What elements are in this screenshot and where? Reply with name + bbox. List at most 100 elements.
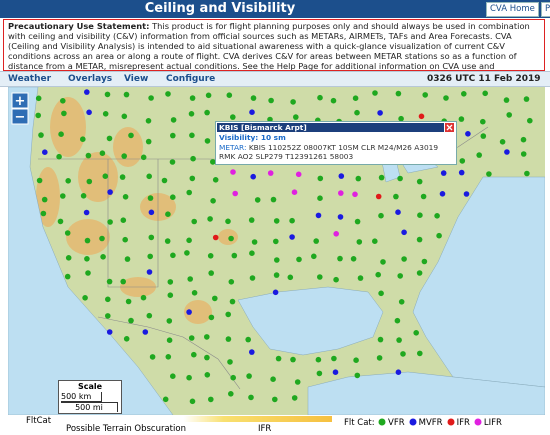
station-dot	[527, 117, 533, 124]
metar-label: METAR:	[219, 143, 247, 152]
station-dot	[165, 91, 171, 97]
station-dot	[57, 218, 64, 225]
station-dot	[316, 370, 323, 377]
station-dot	[225, 336, 232, 342]
station-dot	[401, 229, 407, 236]
station-dot	[272, 289, 279, 296]
station-dot	[520, 136, 527, 143]
border	[97, 316, 241, 390]
station-dot	[170, 117, 177, 123]
station-dot	[486, 171, 492, 177]
station-dot	[337, 214, 344, 220]
station-dot	[417, 350, 423, 357]
station-dot	[499, 139, 506, 145]
station-dot	[401, 256, 407, 262]
station-dot	[64, 230, 71, 236]
station-dot	[145, 138, 152, 145]
station-dot	[188, 335, 195, 341]
station-dot	[147, 253, 153, 260]
water-body	[307, 371, 545, 415]
station-dot	[231, 252, 238, 259]
station-dot	[440, 170, 447, 176]
station-dot	[273, 218, 280, 224]
terrain-patch	[113, 127, 143, 167]
station-dot	[482, 90, 489, 97]
station-dot	[317, 274, 323, 280]
station-dot	[140, 294, 147, 301]
station-dot	[125, 298, 132, 305]
station-dot	[84, 256, 90, 262]
page-title: Ceiling and Visibility	[144, 1, 296, 16]
station-dot	[356, 239, 363, 245]
station-dot	[254, 197, 261, 203]
zoom-out-button[interactable]	[11, 108, 29, 125]
menu-item[interactable]: Configure	[166, 74, 216, 84]
station-dot	[413, 330, 420, 336]
popup-visibility: Visibility: 10 sm	[219, 133, 286, 142]
station-dot	[270, 376, 276, 383]
station-dot	[337, 255, 343, 262]
station-dot	[311, 253, 317, 260]
station-dot	[274, 257, 280, 263]
popup-metar: METAR: KBIS 110252Z 08007KT 10SM CLR M24…	[219, 143, 451, 161]
station-dot	[459, 158, 466, 164]
station-dot	[58, 131, 64, 137]
legend-swatch	[474, 418, 482, 426]
station-dot	[251, 239, 258, 245]
home-button[interactable]: CVA Home	[486, 2, 539, 17]
station-dot	[317, 195, 323, 201]
legend-dot	[378, 418, 386, 426]
station-dot	[228, 391, 234, 397]
station-dot	[395, 369, 402, 376]
station-dot	[86, 109, 92, 116]
station-dot	[170, 252, 176, 259]
station-dot	[436, 232, 442, 239]
menu-item[interactable]: View	[124, 74, 149, 84]
station-dot	[463, 191, 470, 197]
station-dot	[148, 95, 154, 101]
station-dot	[184, 250, 190, 256]
station-dot	[458, 116, 465, 122]
station-dot	[102, 173, 109, 179]
station-dot	[161, 177, 168, 184]
station-dot	[523, 96, 530, 102]
station-dot	[122, 194, 129, 200]
zoom-in-button[interactable]	[11, 92, 29, 109]
station-dot	[338, 190, 344, 196]
station-dot	[204, 372, 211, 378]
station-dot	[60, 98, 66, 104]
station-dot	[102, 111, 109, 117]
station-dot	[210, 159, 216, 165]
scale-mi: 500 mi	[61, 402, 118, 412]
station-dot	[417, 212, 423, 218]
extra-button[interactable]: P	[541, 2, 550, 17]
menu-item[interactable]: Overlays	[68, 74, 113, 84]
station-dot	[250, 95, 257, 101]
station-dot	[165, 354, 172, 360]
station-dot	[212, 295, 218, 302]
legend-label: VFR	[388, 418, 405, 428]
legend-label: LIFR	[483, 418, 502, 428]
menu-item[interactable]: Weather	[8, 74, 52, 84]
station-dot	[189, 175, 196, 182]
station-dot	[225, 218, 231, 225]
station-dot	[378, 290, 384, 297]
station-dot	[294, 379, 301, 385]
station-dot	[186, 374, 192, 381]
station-dot	[107, 219, 113, 225]
station-dot	[230, 374, 236, 381]
close-button[interactable]	[445, 123, 454, 132]
legend-label: MVFR	[418, 418, 443, 428]
station-dot	[210, 198, 216, 204]
legend-dot	[474, 418, 482, 426]
station-dot	[506, 112, 512, 118]
popup-title: KBIS [Bismarck Arpt]	[217, 123, 444, 132]
zoom-control[interactable]: + −	[11, 92, 29, 125]
station-dot	[338, 173, 345, 179]
station-dot	[80, 193, 87, 199]
station-dot	[480, 133, 487, 139]
map[interactable]: + −	[8, 87, 545, 415]
station-dot	[290, 99, 296, 105]
station-dot	[205, 92, 212, 99]
station-dot	[372, 238, 378, 244]
